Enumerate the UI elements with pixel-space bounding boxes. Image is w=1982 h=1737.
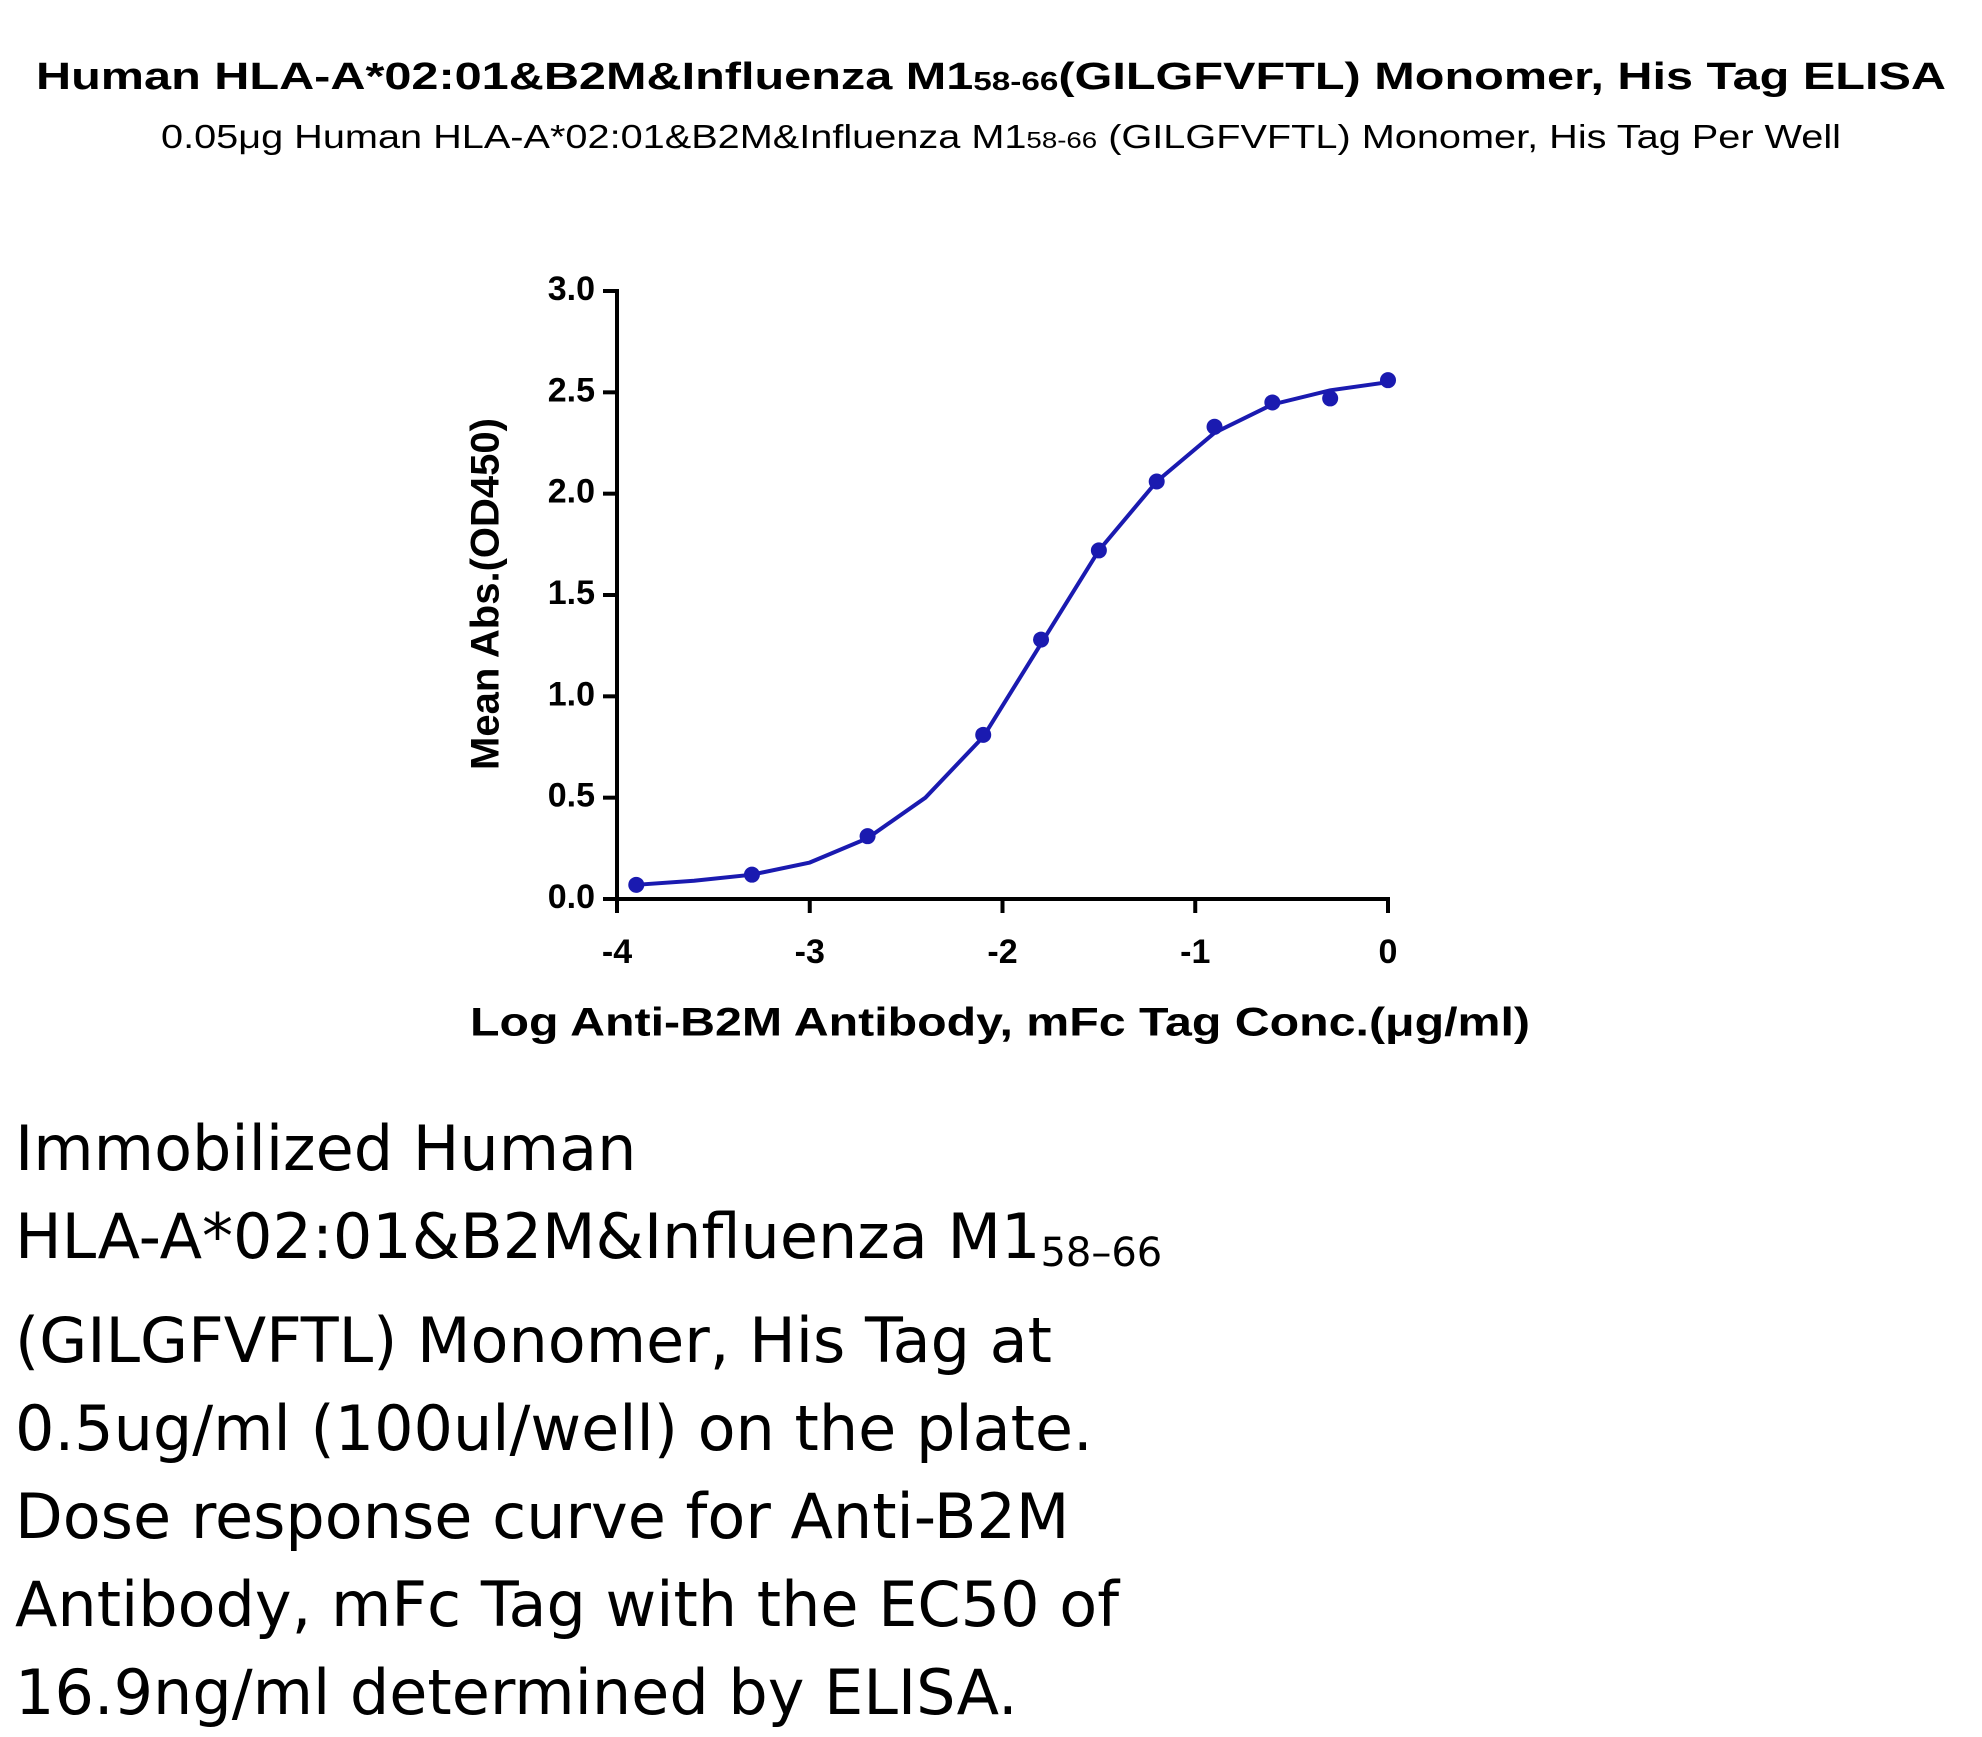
subtitle-sub: 58-66 (1026, 127, 1097, 153)
caption-text: HLA-A*02:01&B2M&Influenza M1 (15, 1200, 1041, 1273)
chart-title: Human HLA-A*02:01&B2M&Influenza M1 58-66(… (36, 56, 1946, 98)
caption-line: 16.9ng/ml determined by ELISA. (15, 1649, 1162, 1737)
caption-line: Immobilized Human (15, 1105, 1162, 1193)
data-point (628, 876, 645, 893)
data-point (1206, 418, 1223, 435)
subtitle-text: (GILGFVFTL) Monomer, His Tag Per Well (1097, 118, 1841, 155)
data-point (1148, 473, 1165, 490)
chart: Human HLA-A*02:01&B2M&Influenza M1 58-66(… (36, 56, 1946, 1045)
fit-curve (636, 380, 1389, 887)
y-tick-label: 0.5 (548, 777, 595, 815)
x-tick-label: -2 (987, 933, 1017, 971)
caption-line: Antibody, mFc Tag with the EC50 of (15, 1561, 1162, 1649)
data-point (1090, 542, 1107, 559)
subtitle-text: 0.05μg Human HLA-A*02:01&B2M&Influenza M… (161, 118, 1026, 155)
caption-text: 0.5ug/ml (100ul/well) on the plate. (15, 1392, 1093, 1465)
y-axis-label: Mean Abs.(OD450) (464, 418, 508, 770)
title-sub: 58-66 (973, 66, 1058, 96)
data-point (975, 726, 992, 743)
caption: Immobilized Human HLA-A*02:01&B2M&Influen… (15, 1105, 1162, 1737)
x-tick-label: 0 (1379, 933, 1398, 971)
caption-text: Antibody, mFc Tag with the EC50 of (15, 1568, 1120, 1641)
title-text: Human HLA-A*02:01&B2M&Influenza M1 (36, 56, 973, 98)
y-tick-label: 1.5 (548, 574, 595, 612)
data-point (1322, 390, 1339, 407)
caption-text: Immobilized Human (15, 1112, 637, 1185)
chart-subtitle: 0.05μg Human HLA-A*02:01&B2M&Influenza M… (161, 118, 1841, 155)
x-tick-label: -1 (1180, 933, 1210, 971)
data-point (1033, 631, 1050, 648)
data-point (1380, 372, 1396, 389)
y-tick-label: 2.5 (548, 371, 595, 409)
y-tick-label: 2.0 (548, 473, 595, 511)
x-tick-label: -3 (795, 933, 825, 971)
caption-text: (GILGFVFTL) Monomer, His Tag at (15, 1304, 1052, 1377)
y-tick-label: 0.0 (548, 878, 595, 916)
title-text: (GILGFVFTL) Monomer, His Tag ELISA (1058, 56, 1946, 98)
caption-line: Dose response curve for Anti-B2M (15, 1473, 1162, 1561)
data-point (1264, 394, 1281, 411)
caption-line: HLA-A*02:01&B2M&Influenza M158–66 (15, 1193, 1162, 1297)
caption-sub: 58–66 (1040, 1230, 1163, 1276)
caption-text: Dose response curve for Anti-B2M (15, 1480, 1070, 1553)
y-tick-label: 1.0 (548, 675, 595, 713)
data-point (743, 866, 760, 883)
caption-line: 0.5ug/ml (100ul/well) on the plate. (15, 1385, 1162, 1473)
x-tick-label: -4 (602, 933, 632, 971)
caption-line: (GILGFVFTL) Monomer, His Tag at (15, 1297, 1162, 1385)
x-axis-label: Log Anti-B2M Antibody, mFc Tag Conc.(μg/… (470, 1001, 1530, 1045)
data-point (859, 828, 876, 845)
y-tick-label: 3.0 (548, 270, 595, 308)
caption-text: 16.9ng/ml determined by ELISA. (15, 1656, 1018, 1729)
